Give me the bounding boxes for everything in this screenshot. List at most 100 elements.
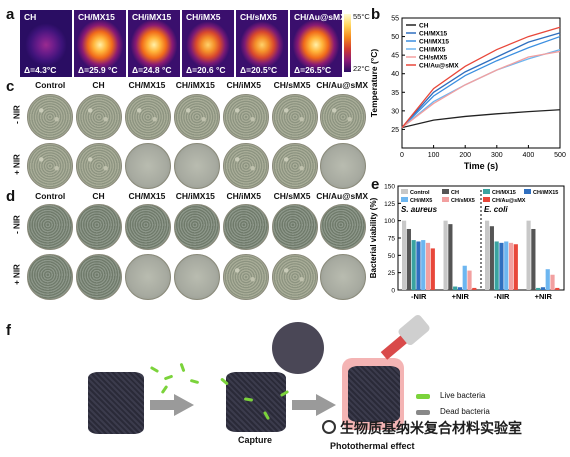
column-label: Control	[35, 191, 66, 201]
column-label: CH/iMX5	[226, 191, 261, 201]
dish-row-d-minus	[26, 204, 368, 252]
petri-dish	[76, 143, 123, 189]
thermal-label: CH	[24, 12, 37, 22]
petri-dish	[125, 204, 172, 250]
y-tick-label: 25	[388, 270, 396, 277]
photothermal-caption: Photothermal effect	[330, 441, 415, 451]
row-label-minus-nir: - NIR	[12, 215, 22, 234]
legend-label: CH	[451, 190, 459, 196]
petri-dish	[222, 143, 269, 189]
petri-dish	[76, 94, 123, 140]
petri-dish	[222, 254, 269, 300]
petri-dish	[125, 143, 172, 189]
bar	[406, 228, 411, 290]
x-tick-label: 300	[491, 152, 503, 159]
bar	[457, 287, 463, 290]
organism-label: S. aureus	[401, 205, 438, 214]
bar	[499, 242, 504, 290]
legend-swatch	[442, 197, 449, 202]
y-tick-label: 55	[391, 16, 399, 23]
column-label: CH	[92, 191, 105, 201]
legend-label: CH/MX15	[419, 31, 448, 38]
organism-label: E. coli	[484, 205, 508, 214]
panel-a-letter: a	[6, 6, 15, 23]
bar	[430, 248, 435, 290]
y-tick-label: 0	[391, 288, 395, 295]
legend-label: CH/iMX5	[419, 47, 446, 54]
legend-label: CH/sMX5	[419, 55, 448, 62]
petri-dish	[173, 94, 220, 140]
thermal-label: CH/iMX5	[186, 12, 221, 22]
bar	[513, 244, 518, 290]
petri-dish	[27, 94, 74, 140]
petri-dish	[271, 143, 318, 189]
bacterium	[160, 384, 169, 395]
thermal-delta: Δ=25.9 °C	[78, 65, 118, 75]
group-label: -NIR	[494, 292, 510, 301]
series-line	[401, 26, 561, 128]
panel-d-letter: d	[6, 188, 16, 205]
thermal-label: CH/sMX5	[240, 12, 277, 22]
panel-c-letter: c	[6, 78, 15, 95]
column-label: CH/sMX5	[273, 80, 311, 90]
thermal-label: CH/iMX15	[132, 12, 172, 22]
column-label: CH/iMX15	[175, 80, 215, 90]
dish-row-c-minus	[26, 94, 368, 142]
petri-dish	[320, 143, 367, 189]
thermal-tile: CH/sMX5 Δ=20.5°C	[236, 10, 288, 77]
x-tick-label: 100	[428, 152, 440, 159]
thermal-tile: CH/Au@sMX Δ=26.5°C	[290, 10, 346, 77]
live-bacteria-icon	[416, 394, 430, 399]
bar	[550, 274, 555, 290]
petri-dish	[76, 254, 123, 300]
zoom-inset	[272, 322, 324, 374]
panel-f-letter: f	[6, 322, 11, 339]
legend-label: CH/sMX5	[451, 198, 475, 204]
bar	[402, 220, 407, 290]
row-label-minus-nir: - NIR	[12, 105, 22, 124]
thermal-tile: CH/MX15 Δ=25.9 °C	[74, 10, 126, 77]
series-line	[401, 109, 561, 129]
petri-dish	[320, 94, 367, 140]
thermal-images: CH Δ=4.3°C CH/MX15 Δ=25.9 °C CH/iMX15 Δ=…	[20, 10, 346, 77]
dish-column-labels-c: Control CH CH/MX15 CH/iMX15 CH/iMX5 CH/s…	[26, 80, 368, 90]
column-label: CH/Au@sMX	[316, 80, 368, 90]
bar	[540, 287, 546, 290]
y-axis-label: Temperature (°C)	[369, 49, 379, 118]
scaffold-capture	[226, 372, 286, 432]
petri-dish	[125, 254, 172, 300]
thermal-label: CH/MX15	[78, 12, 115, 22]
live-bacteria-label: Live bacteria	[440, 391, 486, 400]
bacterium	[189, 378, 200, 385]
legend-label: CH/iMX5	[410, 198, 432, 204]
bar	[448, 224, 453, 290]
bar	[416, 241, 421, 290]
x-tick-label: 200	[459, 152, 471, 159]
column-label: CH/MX15	[128, 191, 166, 201]
dish-row-d-plus	[26, 254, 368, 302]
x-axis-label: Time (s)	[464, 161, 498, 171]
bar	[462, 265, 467, 290]
bar	[467, 270, 472, 290]
process-arrow-shaft	[150, 400, 176, 410]
y-tick-label: 35	[391, 90, 399, 97]
petri-dish	[27, 143, 74, 189]
legend-swatch	[401, 197, 408, 202]
thermal-tile: CH Δ=4.3°C	[20, 10, 72, 77]
petri-dish	[222, 204, 269, 250]
x-tick-label: 400	[523, 152, 535, 159]
petri-dish	[76, 204, 123, 250]
bar	[443, 220, 448, 290]
legend-swatch	[483, 197, 490, 202]
plot-frame	[401, 17, 561, 149]
colorbar-max-label: 55°C	[353, 12, 370, 21]
bar	[504, 241, 509, 290]
legend-label: CH/MX15	[492, 190, 516, 196]
bar	[531, 228, 536, 290]
thermal-tile: CH/iMX5 Δ=20.6 °C	[182, 10, 234, 77]
bar	[453, 286, 458, 290]
petri-dish	[320, 254, 367, 300]
bar	[555, 287, 560, 290]
petri-dish	[271, 254, 318, 300]
column-label: CH/sMX5	[273, 191, 311, 201]
